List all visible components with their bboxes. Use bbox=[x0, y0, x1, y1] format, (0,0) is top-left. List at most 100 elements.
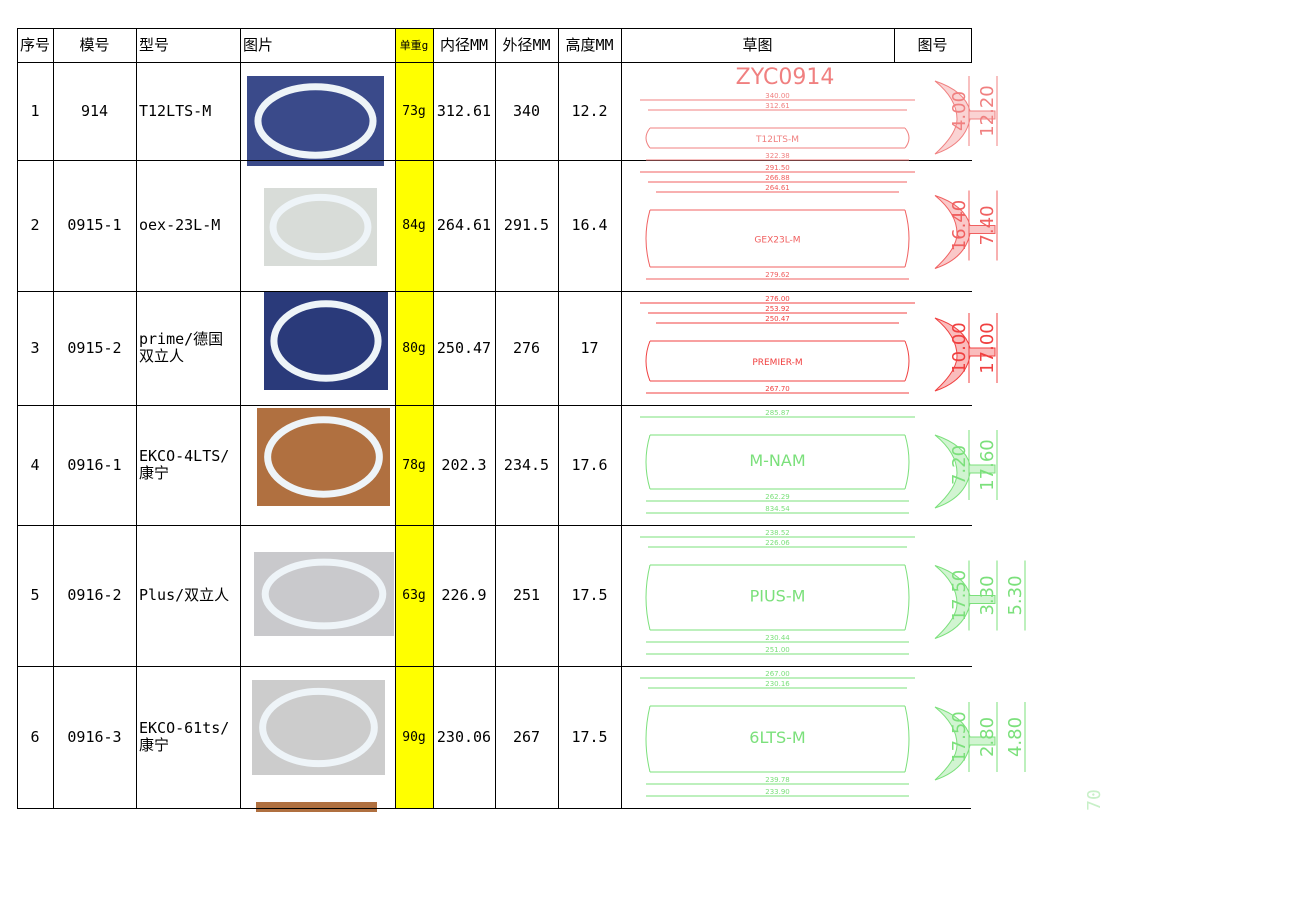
dimension: 267.00 bbox=[765, 670, 790, 678]
ring-profile bbox=[904, 340, 910, 382]
profile bbox=[934, 434, 996, 509]
dimension: 253.92 bbox=[765, 305, 790, 313]
table-cell: 63g bbox=[402, 588, 426, 603]
dimension: 340.00 bbox=[765, 92, 790, 100]
photo-ring bbox=[261, 558, 387, 630]
profile bbox=[934, 706, 996, 781]
header-cell: 型号 bbox=[139, 35, 170, 54]
table-cell: prime/德国双立人 bbox=[139, 330, 224, 365]
ring-profile bbox=[645, 127, 651, 149]
photo bbox=[257, 408, 390, 506]
photo bbox=[264, 292, 388, 390]
sketch-mask bbox=[622, 526, 934, 666]
table-cell: 12.2 bbox=[571, 101, 608, 120]
sketch-mask bbox=[622, 161, 934, 291]
header-cell: 草图 bbox=[742, 35, 773, 54]
dimension: 239.78 bbox=[765, 776, 790, 784]
dimension: 16.40 bbox=[949, 200, 970, 252]
dimension: 250.47 bbox=[765, 315, 790, 323]
table-cell: 17.5 bbox=[571, 727, 608, 746]
table-cell: 4 bbox=[30, 455, 40, 474]
dimension: 10.00 bbox=[949, 322, 970, 374]
table-cell: 17.6 bbox=[571, 455, 608, 474]
dimension: 4.80 bbox=[1005, 717, 1026, 757]
photo bbox=[254, 552, 394, 636]
table-cell: 17 bbox=[580, 338, 599, 357]
sketch-mask bbox=[622, 406, 934, 525]
table-cell: 226.9 bbox=[441, 586, 487, 604]
photo bbox=[256, 802, 377, 812]
ring-profile bbox=[904, 434, 910, 490]
sketch-title: 6LTS-M bbox=[749, 728, 805, 747]
photo bbox=[252, 680, 385, 775]
ring-profile bbox=[645, 209, 651, 268]
header-cell: 图号 bbox=[917, 35, 948, 54]
table-cell: 78g bbox=[402, 457, 426, 473]
sketch-title: M-NAM bbox=[749, 451, 805, 470]
photo-ring bbox=[269, 193, 372, 261]
profile bbox=[934, 565, 996, 639]
table-cell: 80g bbox=[402, 340, 426, 356]
dimension: 2.80 bbox=[977, 717, 998, 757]
dimension: 230.44 bbox=[765, 634, 790, 642]
photo-ring bbox=[254, 83, 377, 159]
photo bbox=[264, 188, 377, 266]
header-cell: 外径MM bbox=[502, 35, 551, 54]
dimension: 322.38 bbox=[765, 152, 790, 160]
dimension: 264.61 bbox=[765, 184, 790, 192]
dimension: 262.29 bbox=[765, 493, 790, 501]
table-cell: oex-23L-M bbox=[139, 216, 221, 234]
dimension: 266.88 bbox=[765, 174, 790, 182]
dimension: 312.61 bbox=[765, 102, 790, 110]
table-cell: 0916-2 bbox=[67, 586, 122, 604]
table-cell: 0916-1 bbox=[67, 455, 122, 474]
table-cell: 202.3 bbox=[441, 455, 487, 474]
sketch-mask bbox=[622, 63, 934, 160]
table-cell: 16.4 bbox=[571, 216, 608, 234]
ring-profile bbox=[904, 705, 910, 773]
ring-profile bbox=[645, 340, 651, 382]
dimension: 5.30 bbox=[1005, 575, 1026, 615]
photo bbox=[247, 76, 384, 166]
sketch-title: T12LTS-M bbox=[755, 135, 799, 145]
dimension: 17.50 bbox=[949, 570, 970, 622]
table-cell: 84g bbox=[402, 218, 426, 233]
ring-profile bbox=[645, 564, 651, 631]
table-cell: 312.61 bbox=[436, 101, 492, 120]
table-cell: 6 bbox=[30, 727, 40, 746]
table-cell: 291.5 bbox=[503, 216, 550, 234]
dimension: 4.00 bbox=[949, 91, 970, 131]
header-cell: 高度MM bbox=[565, 35, 614, 54]
dimension: 12.20 bbox=[977, 85, 998, 137]
table-cell: 340 bbox=[512, 101, 541, 120]
table-cell: 3 bbox=[30, 338, 40, 357]
dimension: 17.00 bbox=[977, 322, 998, 374]
profile bbox=[934, 80, 996, 155]
sketch-heading: ZYC0914 bbox=[736, 65, 835, 90]
table-cell: 17.5 bbox=[571, 586, 608, 604]
table-cell: EKCO-61ts/康宁 bbox=[139, 719, 230, 754]
sketch-title: PIUS-M bbox=[750, 587, 806, 606]
weight-column bbox=[395, 28, 433, 808]
table-cell: 234.5 bbox=[503, 455, 550, 474]
table-cell: 914 bbox=[80, 101, 109, 120]
table-cell: 5 bbox=[30, 586, 40, 604]
table-cell: Plus/双立人 bbox=[139, 586, 230, 604]
dimension: 238.52 bbox=[765, 529, 790, 537]
photo-ring bbox=[259, 687, 378, 768]
dimension: 251.00 bbox=[765, 646, 790, 654]
sketch-mask bbox=[622, 292, 934, 405]
dimension: 279.62 bbox=[765, 271, 790, 279]
header-cell: 单重g bbox=[399, 38, 429, 52]
dimension: 7.40 bbox=[977, 205, 998, 245]
table-cell: EKCO-4LTS/康宁 bbox=[139, 447, 230, 482]
ring-profile bbox=[904, 209, 910, 268]
table-cell: 276 bbox=[512, 338, 541, 357]
dimension: 834.54 bbox=[765, 505, 790, 513]
sketch-title: PREMIER-M bbox=[752, 358, 802, 368]
dimension: 267.70 bbox=[765, 385, 790, 393]
ring-profile bbox=[645, 705, 651, 773]
header-cell: 序号 bbox=[19, 35, 50, 54]
